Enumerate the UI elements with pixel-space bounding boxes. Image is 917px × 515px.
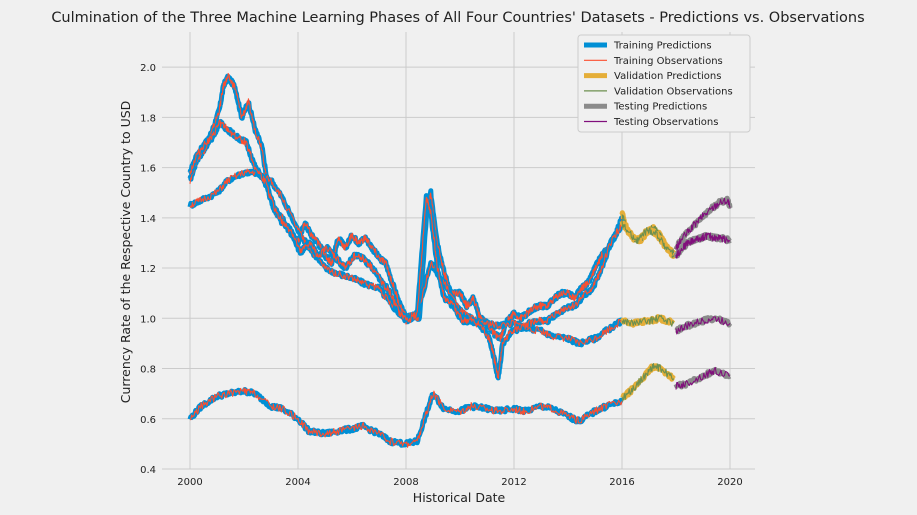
y-tick-label: 0.4 <box>140 465 156 476</box>
y-tick-label: 1.6 <box>140 164 156 175</box>
series-line-training-observations <box>189 387 623 448</box>
y-tick-label: 1.0 <box>140 314 156 325</box>
series-line-testing-observations <box>675 197 731 250</box>
legend-label: Testing Observations <box>613 117 718 128</box>
legend-label: Training Observations <box>613 56 723 67</box>
series-line-training-predictions <box>187 387 624 448</box>
series-line-testing-observations <box>675 232 731 259</box>
y-axis-label: Currency Rate of the Respective Country … <box>118 101 133 404</box>
x-tick-label: 2008 <box>393 477 418 488</box>
legend-label: Validation Predictions <box>614 71 721 82</box>
y-tick-label: 1.8 <box>140 113 156 124</box>
y-axis-ticks: 0.4 0.6 0.8 1.0 1.2 1.4 1.6 1.8 2.0 <box>140 63 156 476</box>
legend: Training Predictions Training Observation… <box>577 34 751 133</box>
legend-label: Validation Observations <box>614 86 733 97</box>
series-line-testing-predictions <box>673 195 733 251</box>
y-tick-label: 0.6 <box>140 415 156 426</box>
chart-title: Culmination of the Three Machine Learnin… <box>51 10 864 26</box>
x-axis-label: Historical Date <box>413 490 506 505</box>
series-line-validation-observations <box>621 363 675 402</box>
series-line-testing-observations <box>675 316 731 335</box>
series-line-validation-observations <box>621 219 675 255</box>
y-tick-label: 1.4 <box>140 214 156 225</box>
series-line-validation-observations <box>621 314 675 327</box>
y-tick-label: 2.0 <box>140 63 156 74</box>
x-tick-label: 2020 <box>717 477 742 488</box>
legend-box <box>577 34 751 133</box>
series-line-testing-observations <box>675 367 731 390</box>
x-tick-label: 2016 <box>609 477 634 488</box>
series-group <box>187 72 733 448</box>
x-tick-label: 2004 <box>285 477 310 488</box>
series-line-training-observations <box>189 119 623 380</box>
legend-label: Training Predictions <box>613 41 712 52</box>
x-tick-label: 2000 <box>177 477 202 488</box>
x-axis-ticks: 2000 2004 2008 2012 2016 2020 <box>177 477 742 488</box>
legend-label: Testing Predictions <box>613 102 707 113</box>
y-tick-label: 1.2 <box>140 264 156 275</box>
y-tick-label: 0.8 <box>140 365 156 376</box>
x-tick-label: 2012 <box>501 477 526 488</box>
